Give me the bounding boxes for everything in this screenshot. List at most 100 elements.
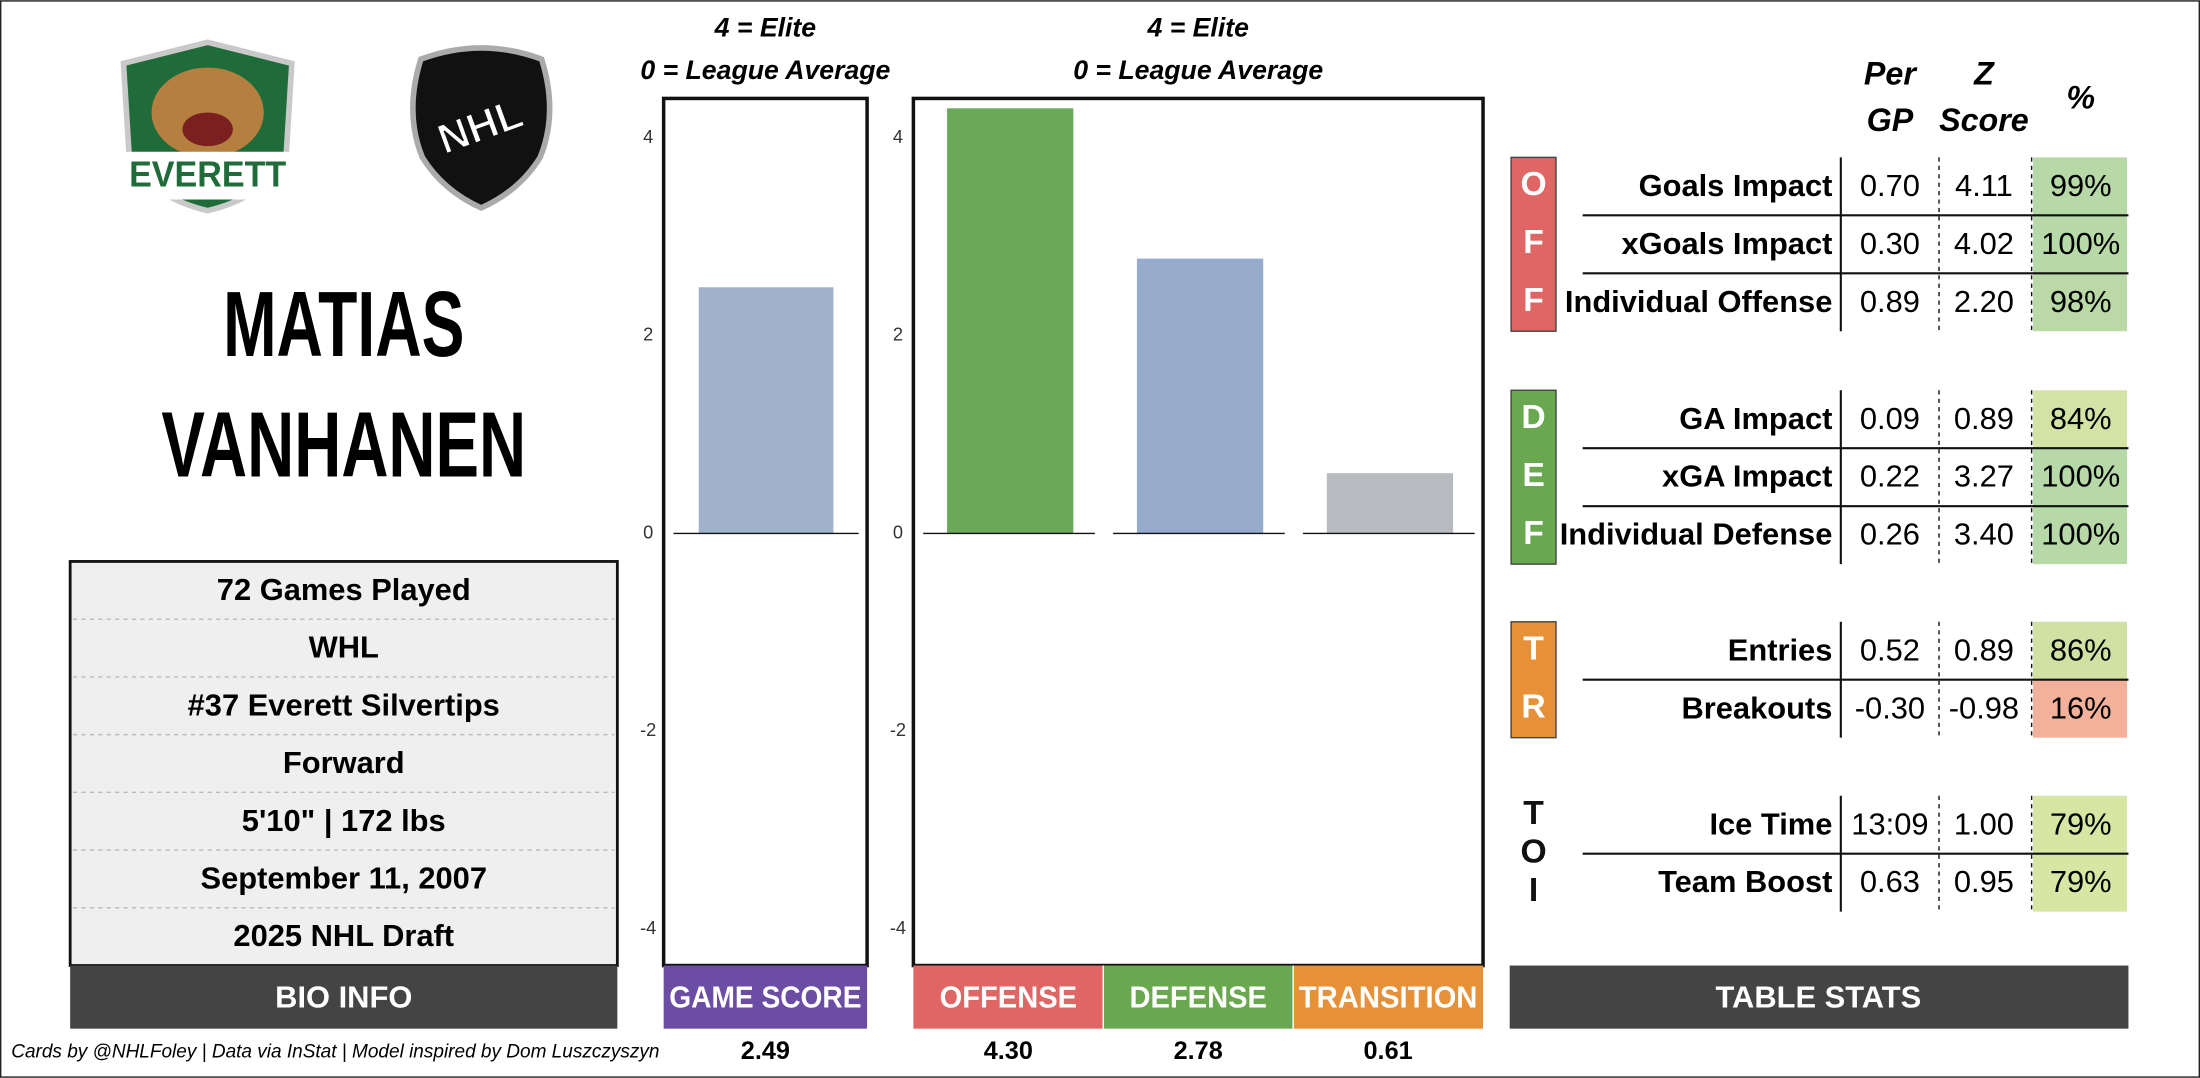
table-label-bar [1509, 965, 2129, 1029]
row-name: Team Boost [1658, 864, 1832, 899]
section-letter: I [1529, 872, 1538, 909]
category-label: GAME SCORE [669, 979, 861, 1014]
bar [1136, 258, 1264, 534]
per-gp: 0.70 [1860, 168, 1920, 203]
column-header: Z [1973, 56, 1995, 92]
value-label: 0.61 [1364, 1037, 1413, 1065]
pct-cell [2033, 390, 2128, 449]
z-score: 3.40 [1954, 517, 2014, 552]
percentile: 86% [2050, 632, 2112, 667]
z-score: 1.00 [1954, 806, 2014, 841]
per-gp: -0.30 [1855, 690, 1925, 725]
player-last-name: VANHANEN [161, 392, 526, 496]
section-letter: E [1522, 457, 1544, 494]
per-gp: 0.22 [1860, 459, 1920, 494]
y-tick-label: -4 [890, 917, 906, 938]
category-label-bar [913, 965, 1104, 1029]
y-tick-label: 2 [893, 324, 903, 345]
column-header: Per [1864, 56, 1918, 92]
team-logo-text: EVERETT [129, 154, 286, 195]
team-logo: EVERETT [120, 39, 295, 214]
section-letter: T [1523, 795, 1544, 832]
column-header: GP [1867, 102, 1914, 138]
value-label: 2.49 [741, 1037, 790, 1065]
player-first-name: MATIAS [223, 272, 464, 376]
bar [698, 287, 834, 534]
section-letter: D [1521, 399, 1545, 436]
row-name: Entries [1728, 632, 1833, 667]
section-badge [1510, 621, 1557, 739]
category-label: DEFENSE [1129, 979, 1267, 1014]
per-gp: 0.89 [1860, 284, 1920, 319]
row-name: Individual Offense [1565, 284, 1832, 319]
row-name: xGA Impact [1662, 459, 1832, 494]
section-letter: O [1520, 166, 1546, 203]
percentile: 84% [2050, 401, 2112, 436]
z-score: 0.89 [1954, 401, 2014, 436]
table-label: TABLE STATS [1716, 979, 1922, 1014]
z-score: 3.27 [1954, 459, 2014, 494]
z-score: 4.02 [1954, 226, 2014, 261]
percentile: 98% [2050, 284, 2112, 319]
row-name: Breakouts [1681, 690, 1832, 725]
y-tick-label: 4 [643, 126, 653, 147]
percentile: 79% [2050, 864, 2112, 899]
bio-row: 5'10" | 172 lbs [242, 803, 446, 838]
per-gp: 13:09 [1851, 806, 1928, 841]
bio-background [68, 560, 619, 967]
row-name: Individual Defense [1560, 517, 1833, 552]
bio-row: 2025 NHL Draft [233, 918, 454, 953]
per-gp: 0.52 [1860, 632, 1920, 667]
per-gp: 0.63 [1860, 864, 1920, 899]
section-letter: F [1523, 282, 1544, 319]
y-tick-label: 0 [643, 521, 653, 542]
category-label: TRANSITION [1299, 979, 1478, 1014]
pct-cell [2033, 157, 2128, 216]
percentile: 16% [2050, 690, 2112, 725]
pct-cell [2033, 273, 2128, 332]
pct-cell [2033, 679, 2128, 738]
column-header: Score [1939, 102, 2029, 138]
value-label: 4.30 [984, 1037, 1033, 1065]
per-gp: 0.30 [1860, 226, 1920, 261]
pct-cell [2033, 215, 2128, 274]
y-tick-label: -2 [890, 719, 906, 740]
bar [1326, 473, 1454, 534]
percentile: 100% [2041, 517, 2120, 552]
chart-note: 0 = League Average [1073, 55, 1323, 85]
section-letter: R [1521, 689, 1545, 726]
percentile: 99% [2050, 168, 2112, 203]
bio-label-bar [70, 965, 618, 1029]
row-name: xGoals Impact [1621, 226, 1832, 261]
y-tick-label: -2 [640, 719, 656, 740]
per-gp: 0.26 [1860, 517, 1920, 552]
bar [947, 108, 1074, 534]
section-letter: O [1520, 834, 1546, 871]
section-badge [1510, 156, 1557, 332]
z-score: 0.95 [1954, 864, 2014, 899]
category-label-bar [1293, 965, 1484, 1029]
bio-row: #37 Everett Silvertips [188, 687, 500, 722]
chart-note: 4 = Elite [1146, 13, 1249, 43]
league-logo: NHL [410, 45, 553, 211]
percentile: 100% [2041, 226, 2120, 261]
percentile: 100% [2041, 459, 2120, 494]
pct-cell [2033, 795, 2128, 854]
bio-box: 72 Games Played WHL #37 Everett Silvertips… [68, 560, 619, 1029]
footer-credit: Cards by @NHLFoley | Data via InStat | M… [11, 1041, 659, 1063]
row-name: Goals Impact [1639, 168, 1833, 203]
y-tick-label: 0 [893, 521, 903, 542]
row-name: Ice Time [1709, 806, 1832, 841]
pct-cell [2033, 506, 2128, 565]
z-score: 0.89 [1954, 632, 2014, 667]
bio-row: 72 Games Played [217, 572, 471, 607]
per-gp: 0.09 [1860, 401, 1920, 436]
section-letter: F [1523, 224, 1544, 261]
column-header: % [2066, 79, 2095, 115]
z-score: -0.98 [1949, 690, 2019, 725]
section-badge [1510, 389, 1557, 565]
y-tick-label: -4 [640, 917, 656, 938]
